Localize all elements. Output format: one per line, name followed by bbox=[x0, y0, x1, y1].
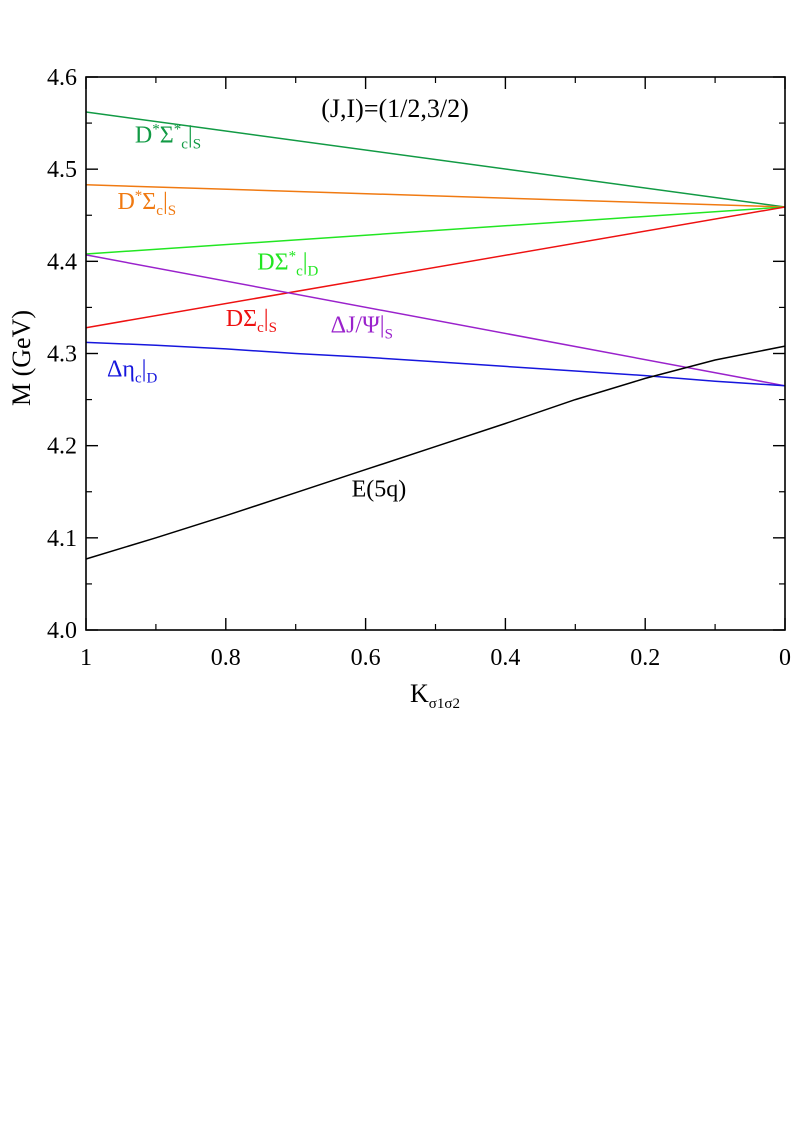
series-line-delta-etac-d bbox=[85, 341, 786, 387]
series-label-dstar-sigmastar-s: D*Σ*c|S bbox=[135, 121, 201, 152]
y-axis-title: M (GeV) bbox=[7, 310, 36, 406]
series-label-dstar-sigma-s: D*Σc|S bbox=[117, 188, 176, 219]
series-layer bbox=[85, 111, 786, 560]
y-tick-label-3: 4.3 bbox=[47, 342, 77, 368]
y-tick-label-2: 4.2 bbox=[47, 434, 77, 460]
series-label-e-5q: E(5q) bbox=[352, 476, 407, 502]
x-tick-label-4: 0.2 bbox=[630, 645, 660, 671]
ticks-layer: 1 0.8 0.6 0.4 0.2 0 4.0 4.1 4.2 4.3 4.4 4.5 4.6 bbox=[47, 65, 791, 671]
x-tick-label-1: 0.8 bbox=[211, 645, 241, 671]
y-tick-label-5: 4.5 bbox=[47, 157, 77, 183]
series-labels: D*Σ*c|S D*Σc|S DΣ*c|D DΣc|S ΔJ/Ψ|S Δηc|D E(5q) bbox=[107, 121, 406, 502]
series-label-delta-etac-d: Δηc|D bbox=[107, 357, 157, 387]
series-line-dstar-sigma-s bbox=[85, 184, 786, 208]
y-tick-label-1: 4.1 bbox=[47, 526, 77, 552]
chart-title: (J,I)=(1/2,3/2) bbox=[321, 94, 469, 123]
y-tick-label-4: 4.4 bbox=[47, 249, 77, 275]
series-line-d-sigma-s bbox=[85, 206, 786, 329]
x-axis-title-main: K bbox=[410, 679, 429, 708]
x-tick-label-2: 0.6 bbox=[351, 645, 381, 671]
series-line-delta-jpsi-s bbox=[85, 254, 786, 387]
series-line-e-5q bbox=[85, 345, 786, 560]
series-label-d-sigmastar-d: DΣ*c|D bbox=[257, 249, 318, 280]
y-tick-label-0: 4.0 bbox=[47, 618, 77, 644]
series-line-dstar-sigmastar-s bbox=[85, 111, 786, 208]
x-tick-label-0: 1 bbox=[80, 645, 92, 671]
y-tick-label-6: 4.6 bbox=[47, 65, 77, 91]
series-label-delta-jpsi-s: ΔJ/Ψ|S bbox=[331, 312, 393, 342]
series-line-d-sigmastar-d bbox=[85, 206, 786, 255]
x-tick-label-3: 0.4 bbox=[490, 645, 520, 671]
x-tick-label-5: 0 bbox=[779, 645, 791, 671]
x-axis-title-sub: σ1σ2 bbox=[429, 696, 460, 712]
series-label-d-sigma-s: DΣc|S bbox=[226, 306, 277, 336]
x-axis-title: Kσ1σ2 bbox=[410, 679, 460, 712]
